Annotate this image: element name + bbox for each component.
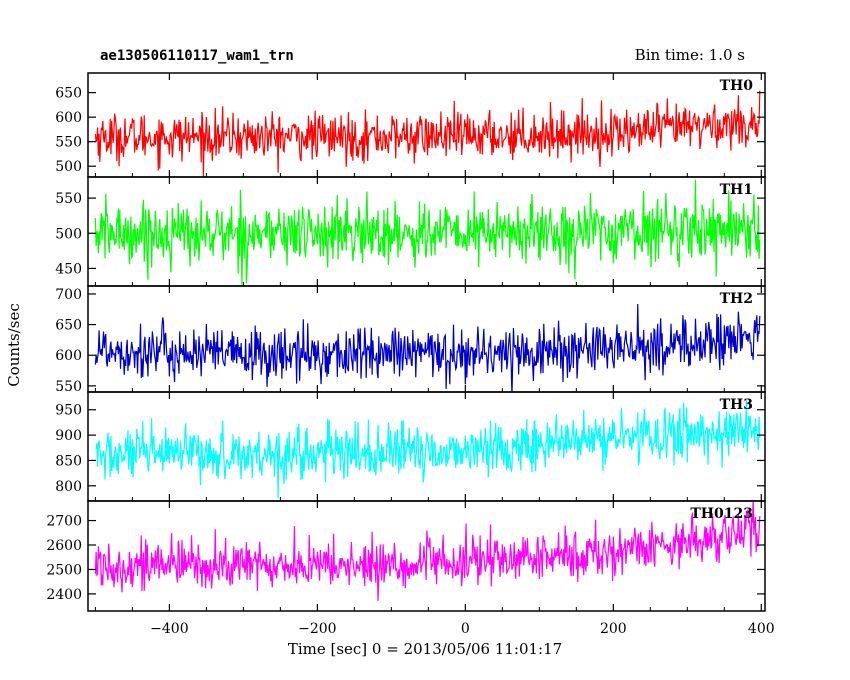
series-th2-line [94,303,761,392]
panel-th1: 450 500 550 TH1 [55,176,766,287]
panel-label-th3: TH3 [720,397,753,413]
x-tick-label: 200 [600,621,627,637]
y-tick-label: 500 [55,226,82,242]
chart-title: ae130506110117_wam1_trn [100,48,294,64]
y-tick-label: 450 [55,261,82,277]
series-th0-line [94,90,761,177]
y-tick-label: 600 [55,110,82,126]
y-tick-label: 2600 [46,538,82,554]
series-th0123-line [94,501,761,601]
panel-frame [87,285,766,393]
y-axis-label: Counts/sec [5,303,23,387]
panels: 500 550 600 650 TH0 450 500 550 TH1 550 600 650 700 T… [46,72,766,612]
panel-label-th2: TH2 [720,291,753,307]
panel-th0123: 2400 2500 2600 2700 TH0123 [46,500,766,612]
y-tick-label: 850 [55,453,82,469]
y-tick-label: 550 [55,379,82,395]
x-tick-label: −400 [150,621,188,637]
panel-label-th0: TH0 [720,78,754,94]
y-tick-label: 600 [55,348,82,364]
panel-th3: 800 850 900 950 TH3 [55,391,766,502]
y-tick-label: 2400 [46,587,82,603]
x-axis-label: Time [sec] 0 = 2013/05/06 11:01:17 [288,640,562,658]
y-tick-label: 900 [55,428,82,444]
y-tick-label: 650 [55,318,82,334]
y-tick-label: 550 [55,135,82,151]
x-tick-label: −200 [298,621,336,637]
panel-th0: 500 550 600 650 TH0 [55,72,766,178]
panel-th2: 550 600 650 700 TH2 [55,285,766,395]
panel-label-th1: TH1 [720,182,753,198]
y-tick-label: 2500 [46,562,82,578]
y-tick-label: 800 [55,479,82,495]
x-tick-label: 400 [748,621,775,637]
x-axis: −400 −200 0 200 400 [150,621,775,637]
panel-label-th0123: TH0123 [690,506,753,522]
bin-time-label: Bin time: 1.0 s [635,46,745,64]
y-tick-label: 650 [55,86,82,102]
y-tick-label: 950 [55,403,82,419]
y-tick-label: 2700 [46,514,82,530]
series-th1-line [94,179,761,285]
y-tick-label: 550 [55,191,82,207]
x-tick-label: 0 [461,621,470,637]
y-tick-label: 500 [55,159,82,175]
panel-frame [87,500,766,612]
y-tick-label: 700 [55,287,82,303]
series-th3-line [95,400,761,498]
